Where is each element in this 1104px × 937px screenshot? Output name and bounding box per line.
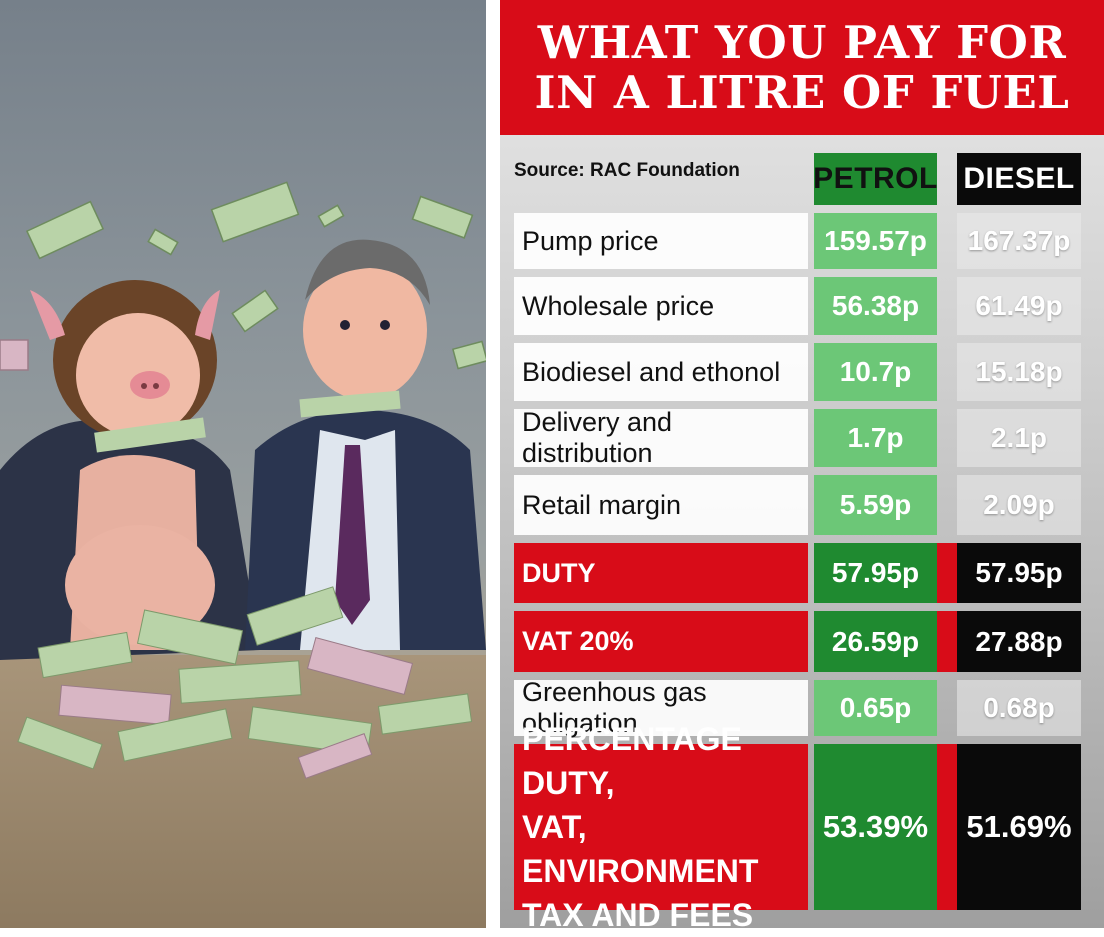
petrol-value: 53.39% (814, 744, 937, 910)
row-label: Retail margin (514, 475, 808, 535)
table-row: Retail margin 5.59p 2.09p (514, 475, 1086, 535)
left-figure (0, 280, 260, 660)
petrol-value: 5.59p (814, 475, 937, 535)
petrol-value: 10.7p (814, 343, 937, 401)
table-row-total: PERCENTAGE DUTY, VAT, ENVIRONMENT TAX AN… (514, 721, 1086, 933)
petrol-value: 1.7p (814, 409, 937, 467)
diesel-value: 167.37p (957, 213, 1081, 269)
diesel-value: 0.68p (957, 680, 1081, 736)
diesel-value: 61.49p (957, 277, 1081, 335)
cartoon-illustration (0, 0, 486, 928)
infographic-title: WHAT YOU PAY FOR IN A LITRE OF FUEL (534, 15, 1070, 119)
petrol-value: 26.59p (814, 611, 937, 672)
diesel-value: 15.18p (957, 343, 1081, 401)
petrol-value: 159.57p (814, 213, 937, 269)
table-row: Greenhous gas obligation 0.65p 0.68p (514, 677, 1086, 738)
row-label: Pump price (514, 213, 808, 269)
row-label: Delivery and distribution (514, 407, 808, 468)
source-note: Source: RAC Foundation (514, 160, 740, 181)
diesel-column-header: DIESEL (957, 153, 1081, 205)
right-figure (245, 239, 486, 650)
petrol-value: 56.38p (814, 277, 937, 335)
diesel-value: 2.09p (957, 475, 1081, 535)
table-row: DUTY 57.95p 57.95p (514, 543, 1086, 603)
cartoon-figures (0, 181, 486, 779)
table-row: Pump price 159.57p 167.37p (514, 213, 1086, 269)
table-row: Delivery and distribution 1.7p 2.1p (514, 407, 1086, 468)
table-row: Biodiesel and ethonol 10.7p 15.18p (514, 343, 1086, 401)
petrol-value: 57.95p (814, 543, 937, 603)
diesel-value: 27.88p (957, 611, 1081, 672)
row-label: Wholesale price (514, 277, 808, 335)
row-gap (937, 611, 957, 672)
diesel-value: 57.95p (957, 543, 1081, 603)
table-row: VAT 20% 26.59p 27.88p (514, 611, 1086, 672)
row-label: PERCENTAGE DUTY, VAT, ENVIRONMENT TAX AN… (514, 721, 808, 933)
row-gap (937, 744, 957, 910)
title-banner: WHAT YOU PAY FOR IN A LITRE OF FUEL (500, 0, 1104, 135)
row-label: Biodiesel and ethonol (514, 343, 808, 401)
panel-divider (486, 0, 500, 928)
row-label: DUTY (514, 543, 808, 603)
row-gap (937, 543, 957, 603)
row-label: VAT 20% (514, 611, 808, 672)
petrol-column-header: PETROL (813, 153, 937, 205)
table-row: Wholesale price 56.38p 61.49p (514, 277, 1086, 335)
diesel-value: 51.69% (957, 744, 1081, 910)
row-label: Greenhous gas obligation (514, 677, 808, 738)
diesel-value: 2.1p (957, 409, 1081, 467)
petrol-value: 0.65p (814, 680, 937, 736)
